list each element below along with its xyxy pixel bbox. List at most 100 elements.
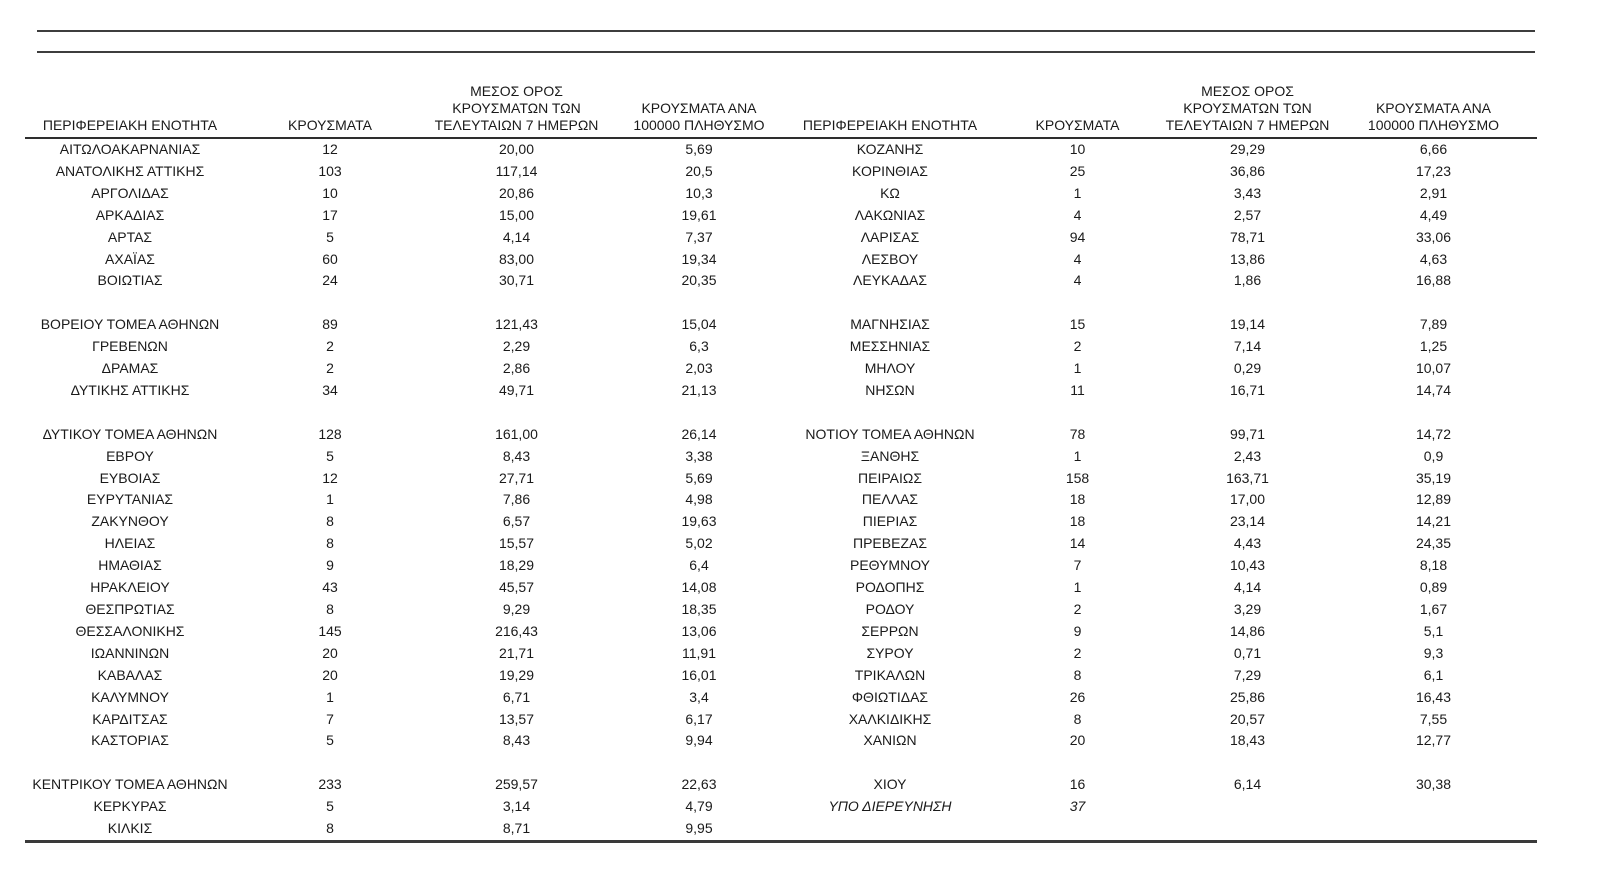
table-row: ΕΒΡΟΥ 5 8,43 3,38 ΞΑΝΘΗΣ 1 2,43 0,9 — [25, 446, 1537, 468]
table-row: ΘΕΣΠΡΩΤΙΑΣ 8 9,29 18,35 ΡΟΔΟΥ 2 3,29 1,67 — [25, 599, 1537, 621]
avg7-cell: 2,29 — [502, 338, 531, 355]
regional-cases-table: ΠΕΡΙΦΕΡΕΙΑΚΗ ΕΝΟΤΗΤΑ ΚΡΟΥΣΜΑΤΑ ΜΕΣΟΣ ΟΡΟ… — [25, 68, 1537, 843]
cases-cell: 2 — [1073, 338, 1082, 355]
per100k-cell: 9,95 — [608, 818, 790, 843]
avg7-cell: 20,86 — [498, 184, 535, 201]
region-cell: ΖΑΚΥΝΘΟΥ — [91, 513, 169, 530]
avg7-cell: 15,00 — [498, 206, 535, 223]
region-cell: ΞΑΝΘΗΣ — [860, 447, 920, 464]
region-cell: ΘΕΣΠΡΩΤΙΑΣ — [85, 601, 175, 617]
region-cell: ΛΑΡΙΣΑΣ — [860, 228, 920, 245]
cases-cell: 11 — [1070, 381, 1085, 398]
table-row: ΚΑΒΑΛΑΣ 20 19,29 16,01 ΤΡΙΚΑΛΩΝ 8 7,29 6,1 — [25, 665, 1537, 687]
cases-cell: 9 — [1073, 622, 1082, 639]
avg7-cell: 161,00 — [495, 425, 538, 442]
avg7-cell: 25,86 — [1229, 688, 1266, 705]
cases-cell: 9 — [326, 557, 334, 574]
cases-cell: 12 — [322, 141, 338, 157]
header-cases-left: ΚΡΟΥΣΜΑΤΑ — [235, 68, 425, 139]
cases-cell: 18 — [1069, 513, 1086, 530]
avg7-cell: 18,29 — [498, 557, 535, 574]
per100k-cell — [608, 402, 790, 424]
avg7-cell: 3,14 — [502, 798, 531, 815]
header-avg7-line2: ΚΡΟΥΣΜΑΤΩΝ ΤΩΝ — [1183, 100, 1312, 116]
header-per100k-line2: 100000 ΠΛΗΘΥΣΜΟ — [633, 117, 765, 133]
region-cell — [25, 752, 235, 774]
per100k-cell: 16,88 — [1415, 272, 1452, 289]
region-cell: ΑΙΤΩΛΟΑΚΑΡΝΑΝΙΑΣ — [59, 141, 201, 157]
per100k-cell — [1330, 292, 1537, 314]
table-row — [25, 402, 1537, 424]
region-cell: ΚΟΖΑΝΗΣ — [856, 141, 924, 157]
region-cell — [790, 402, 990, 424]
table-row — [25, 752, 1537, 774]
avg7-cell: 7,29 — [1233, 666, 1262, 683]
avg7-cell: 83,00 — [498, 250, 535, 267]
cases-cell — [235, 402, 425, 424]
cases-cell: 20 — [322, 666, 338, 683]
region-cell: ΚΩ — [880, 184, 900, 201]
per100k-cell: 6,66 — [1419, 141, 1448, 157]
per100k-cell: 9,3 — [1423, 644, 1444, 661]
avg7-cell: 6,57 — [502, 513, 531, 530]
region-cell: ΘΕΣΣΑΛΟΝΙΚΗΣ — [75, 622, 185, 639]
cases-cell: 7 — [326, 710, 334, 727]
avg7-cell: 17,00 — [1229, 491, 1266, 508]
avg7-cell: 2,86 — [502, 360, 531, 377]
avg7-cell: 99,71 — [1229, 425, 1266, 442]
per100k-cell: 6,4 — [689, 557, 709, 574]
region-cell: ΚΑΛΥΜΝΟΥ — [91, 688, 169, 705]
table-row: ΒΟΡΕΙΟΥ ΤΟΜΕΑ ΑΘΗΝΩΝ 89 121,43 15,04 ΜΑΓΝΗΣΙ… — [25, 314, 1537, 336]
region-cell: ΛΑΚΩΝΙΑΣ — [854, 206, 926, 223]
per100k-cell: 0,89 — [1419, 579, 1448, 596]
header-per100k-line1: ΚΡΟΥΣΜΑΤΑ ΑΝΑ — [641, 100, 757, 116]
cases-cell: 16 — [1069, 776, 1086, 793]
cases-cell: 4 — [1073, 272, 1082, 289]
per100k-cell: 4,49 — [1419, 206, 1448, 223]
per100k-cell: 8,18 — [1419, 557, 1448, 574]
per100k-cell — [1330, 796, 1537, 818]
region-cell: ΔΥΤΙΚΟΥ ΤΟΜΕΑ ΑΘΗΝΩΝ — [42, 425, 218, 442]
cases-cell: 78 — [1069, 425, 1086, 442]
per100k-cell: 14,74 — [1415, 381, 1452, 398]
region-cell: ΚΙΛΚΙΣ — [25, 818, 235, 843]
region-cell: ΔΡΑΜΑΣ — [101, 360, 159, 377]
table-row: ΑΙΤΩΛΟΑΚΑΡΝΑΝΙΑΣ 12 20,00 5,69 ΚΟΖΑΝΗΣ 10 29,2… — [25, 138, 1537, 161]
cases-cell: 5 — [326, 447, 334, 464]
table-row: ΚΙΛΚΙΣ 8 8,71 9,95 — [25, 818, 1537, 843]
per100k-cell: 10,3 — [685, 184, 713, 201]
per100k-cell: 2,03 — [685, 360, 713, 377]
table-row: ΓΡΕΒΕΝΩΝ 2 2,29 6,3 ΜΕΣΣΗΝΙΑΣ 2 7,14 1,25 — [25, 336, 1537, 358]
per100k-cell: 9,94 — [685, 732, 713, 749]
per100k-cell: 24,35 — [1415, 535, 1452, 552]
header-avg7-line3: ΤΕΛΕΥΤΑΙΩΝ 7 ΗΜΕΡΩΝ — [1165, 117, 1330, 133]
header-per100k-left: ΚΡΟΥΣΜΑΤΑ ΑΝΑ 100000 ΠΛΗΘΥΣΜΟ — [608, 68, 790, 139]
avg7-cell: 4,14 — [502, 228, 531, 245]
cases-cell: 20 — [1069, 732, 1086, 749]
table-row: ΕΥΒΟΙΑΣ 12 27,71 5,69 ΠΕΙΡΑΙΩΣ 158 163,71 35,19 — [25, 468, 1537, 490]
region-cell: ΚΑΒΑΛΑΣ — [97, 666, 163, 683]
cases-cell — [990, 818, 1165, 843]
cases-cell: 20 — [322, 644, 338, 661]
avg7-cell: 4,14 — [1233, 579, 1262, 596]
region-cell: ΝΟΤΙΟΥ ΤΟΜΕΑ ΑΘΗΝΩΝ — [805, 425, 975, 442]
region-cell: ΜΗΛΟΥ — [864, 360, 916, 377]
cases-cell: 2 — [1073, 601, 1082, 617]
per100k-cell: 4,79 — [685, 798, 713, 815]
per100k-cell: 11,91 — [682, 644, 716, 661]
table-row: ΚΑΡΔΙΤΣΑΣ 7 13,57 6,17 ΧΑΛΚΙΔΙΚΗΣ 8 20,57 7,55 — [25, 709, 1537, 731]
avg7-cell: 13,57 — [498, 710, 535, 727]
cases-cell: 233 — [318, 776, 342, 793]
avg7-cell: 18,43 — [1229, 732, 1266, 749]
per100k-cell: 14,21 — [1415, 513, 1452, 530]
avg7-cell: 23,14 — [1229, 513, 1266, 530]
cases-cell — [235, 752, 425, 774]
per100k-cell: 19,61 — [681, 206, 717, 223]
table-row: ΔΡΑΜΑΣ 2 2,86 2,03 ΜΗΛΟΥ 1 0,29 10,07 — [25, 358, 1537, 380]
avg7-cell: 8,43 — [502, 732, 531, 749]
table-row: ΑΡΤΑΣ 5 4,14 7,37 ΛΑΡΙΣΑΣ 94 78,71 33,06 — [25, 227, 1537, 249]
avg7-cell: 78,71 — [1229, 228, 1266, 245]
cases-cell: 103 — [318, 162, 342, 179]
region-cell: ΓΡΕΒΕΝΩΝ — [92, 338, 168, 355]
per100k-cell: 5,1 — [1423, 622, 1444, 639]
